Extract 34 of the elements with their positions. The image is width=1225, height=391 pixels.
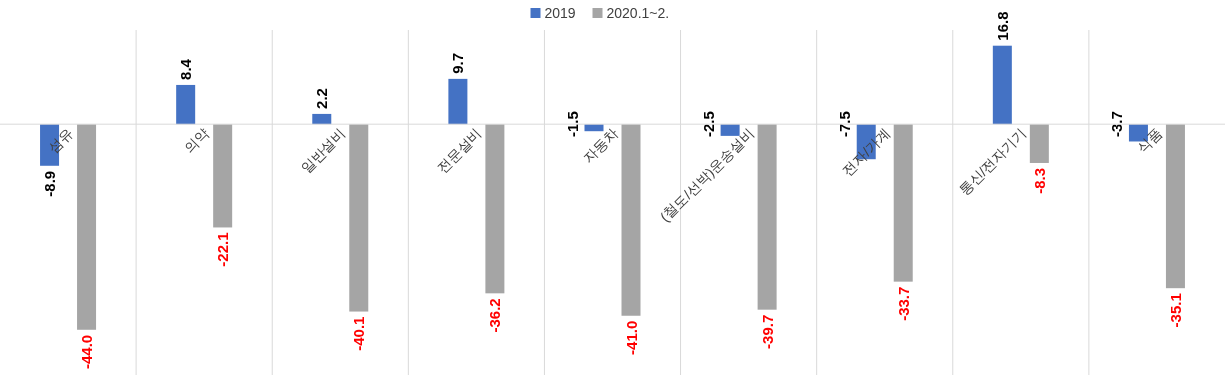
data-label: -36.2 (486, 298, 504, 333)
x-tick-label: 식품 (1133, 125, 1166, 157)
bar (1029, 124, 1049, 163)
data-label: 16.8 (993, 11, 1011, 41)
data-label: -33.7 (894, 286, 912, 321)
data-label: -41.0 (622, 320, 640, 355)
bar (448, 78, 468, 125)
bar (312, 113, 332, 125)
data-label: -1.5 (564, 111, 581, 138)
data-label: 8.4 (177, 58, 195, 80)
bar (349, 124, 369, 312)
data-label: -35.1 (1166, 293, 1184, 328)
bar (485, 124, 505, 294)
x-tick-label: 의약 (181, 125, 213, 157)
legend-label: 2020.1~2. (606, 5, 670, 21)
data-label: -8.9 (41, 170, 59, 197)
bar (77, 124, 97, 330)
bar (893, 124, 913, 282)
data-label: -8.3 (1030, 167, 1048, 194)
bar (176, 84, 196, 125)
data-label: 9.7 (449, 53, 467, 74)
data-label: 2.2 (313, 88, 331, 109)
x-tick-label: 섬유 (45, 125, 77, 157)
data-label: -22.1 (214, 232, 232, 267)
bar (213, 124, 233, 228)
data-label: -40.1 (350, 316, 368, 351)
legend-label: 2019 (544, 5, 576, 21)
data-label: -3.7 (1108, 111, 1126, 138)
bar (1165, 124, 1185, 289)
bar (621, 124, 641, 316)
data-label: -39.7 (758, 314, 776, 349)
bar (757, 124, 777, 310)
bar (992, 45, 1012, 125)
data-label: -44.0 (78, 334, 96, 369)
